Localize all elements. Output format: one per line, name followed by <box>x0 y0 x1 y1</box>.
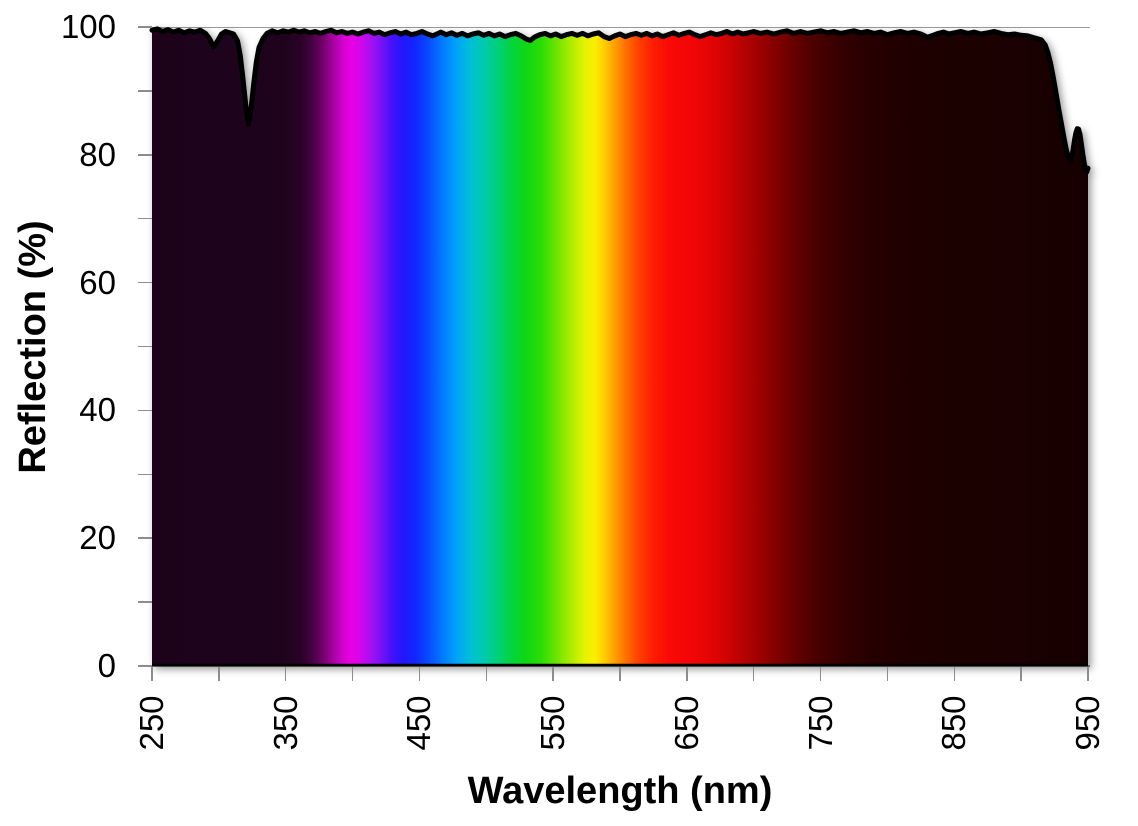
x-tick <box>752 667 755 681</box>
x-tick <box>819 667 822 681</box>
y-tick <box>138 601 152 603</box>
x-tick <box>953 667 956 681</box>
x-tick <box>1020 667 1022 681</box>
plot-area <box>149 26 1091 667</box>
x-tick-label: 350 <box>266 695 304 751</box>
reflection-series <box>149 26 1091 667</box>
x-tick-label: 650 <box>667 695 705 751</box>
y-tick-label: 40 <box>79 391 116 429</box>
reflection-curve <box>149 26 1091 175</box>
y-tick <box>138 90 152 92</box>
y-tick <box>138 665 152 667</box>
y-tick-label: 80 <box>79 135 116 173</box>
x-tick <box>552 667 554 681</box>
y-tick <box>138 154 152 156</box>
x-tick-label: 250 <box>133 695 170 751</box>
y-tick-label: 0 <box>97 647 116 684</box>
y-tick <box>138 537 152 539</box>
y-tick <box>138 26 152 28</box>
y-axis-title: Reflection (%) <box>12 220 54 474</box>
x-tick <box>284 667 287 681</box>
x-tick-label: 850 <box>935 695 973 751</box>
x-tick <box>218 667 220 681</box>
gridline-100-percent <box>140 26 1090 28</box>
y-tick <box>138 473 152 476</box>
y-tick-label: 100 <box>60 8 116 45</box>
y-tick-label: 60 <box>79 263 116 301</box>
x-tick <box>485 667 488 681</box>
x-axis-title: Wavelength (nm) <box>467 770 773 812</box>
x-tick <box>351 667 354 681</box>
y-tick <box>138 345 152 348</box>
x-tick <box>151 667 153 681</box>
x-tick <box>686 667 688 681</box>
x-tick <box>886 667 889 681</box>
y-tick <box>138 281 152 284</box>
x-tick-label: 750 <box>801 695 839 751</box>
x-tick <box>1087 667 1089 681</box>
y-tick-label: 20 <box>79 519 116 557</box>
x-tick-label: 450 <box>400 695 438 751</box>
x-tick-label: 950 <box>1069 695 1106 751</box>
x-tick-label: 550 <box>534 695 572 751</box>
spectrum-area-fill <box>152 28 1088 666</box>
y-tick <box>138 409 152 412</box>
x-tick <box>619 667 621 681</box>
x-tick <box>418 667 421 681</box>
y-tick <box>138 217 152 220</box>
